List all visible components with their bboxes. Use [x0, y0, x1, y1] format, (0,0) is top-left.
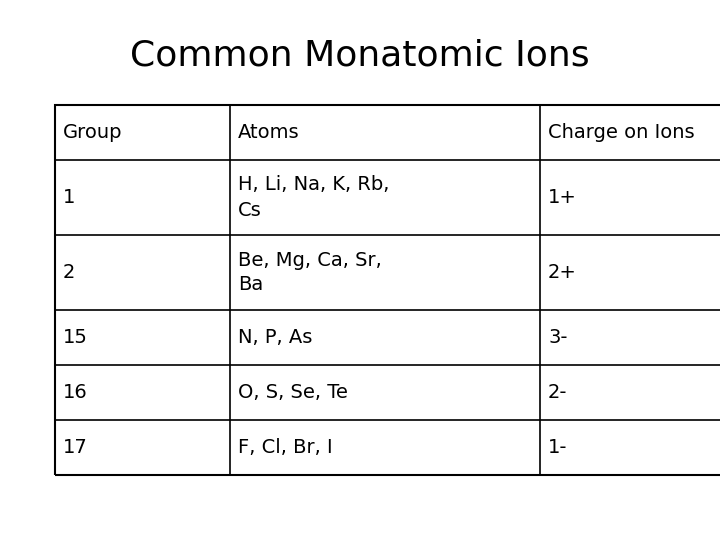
Text: 1+: 1+	[548, 188, 577, 207]
Text: 2: 2	[63, 263, 76, 282]
Text: 1-: 1-	[548, 438, 567, 457]
Text: 17: 17	[63, 438, 88, 457]
Text: 15: 15	[63, 328, 88, 347]
Text: Charge on Ions: Charge on Ions	[548, 123, 695, 142]
Text: F, Cl, Br, I: F, Cl, Br, I	[238, 438, 333, 457]
Text: Be, Mg, Ca, Sr,
Ba: Be, Mg, Ca, Sr, Ba	[238, 251, 382, 294]
Text: 3-: 3-	[548, 328, 567, 347]
Text: 2-: 2-	[548, 383, 567, 402]
Text: Group: Group	[63, 123, 122, 142]
Text: 16: 16	[63, 383, 88, 402]
Text: H, Li, Na, K, Rb,
Cs: H, Li, Na, K, Rb, Cs	[238, 176, 390, 219]
Text: Atoms: Atoms	[238, 123, 300, 142]
Bar	[55, 105, 720, 475]
Text: O, S, Se, Te: O, S, Se, Te	[238, 383, 348, 402]
Text: 1: 1	[63, 188, 76, 207]
Text: Common Monatomic Ions: Common Monatomic Ions	[130, 38, 590, 72]
Text: 2+: 2+	[548, 263, 577, 282]
Text: N, P, As: N, P, As	[238, 328, 312, 347]
